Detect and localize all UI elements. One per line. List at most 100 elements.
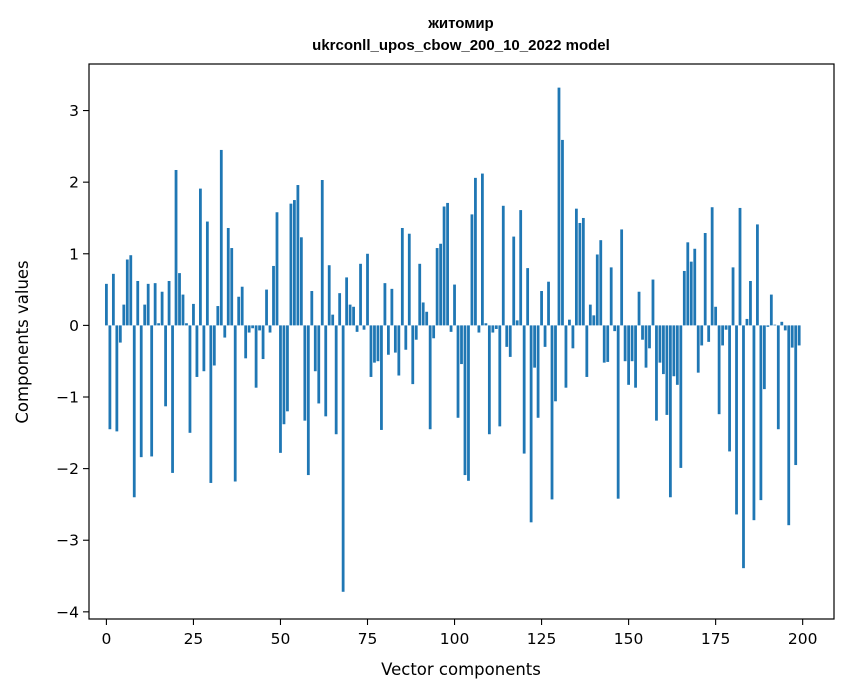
bar-93: [428, 325, 432, 430]
bar-24: [188, 325, 192, 433]
bar-34: [223, 325, 227, 338]
bar-160: [662, 325, 665, 375]
bar-163: [672, 325, 676, 377]
bar-82: [390, 288, 394, 326]
bar-196: [787, 325, 791, 526]
bar-111: [491, 325, 495, 333]
bar-30: [209, 325, 213, 483]
bar-13: [150, 325, 154, 457]
y-tick-label: 3: [69, 102, 79, 120]
bar-97: [442, 206, 446, 326]
bar-124: [536, 325, 540, 418]
bar-29: [205, 221, 209, 326]
bar-197: [790, 325, 794, 348]
bar-151: [630, 325, 634, 362]
bar-74: [362, 325, 366, 330]
bar-92: [425, 311, 429, 326]
bar-79: [380, 325, 383, 430]
bar-51: [282, 325, 286, 425]
bar-155: [644, 325, 648, 368]
bar-153: [637, 291, 641, 326]
bar-195: [783, 325, 787, 331]
bar-55: [296, 185, 300, 326]
bar-167: [686, 242, 690, 326]
bar-142: [599, 240, 603, 326]
bar-128: [550, 325, 554, 500]
bar-83: [393, 325, 397, 353]
bar-156: [648, 325, 651, 349]
bar-62: [320, 180, 324, 326]
bar-121: [526, 268, 530, 326]
bar-63: [324, 325, 328, 417]
bar-152: [634, 325, 637, 388]
bar-65: [331, 314, 335, 326]
y-tick-label: 2: [69, 174, 79, 192]
bar-33: [219, 149, 223, 326]
bar-120: [522, 325, 526, 454]
bar-161: [665, 325, 669, 415]
bar-87: [407, 233, 411, 326]
bar-170: [696, 325, 700, 373]
bar-21: [178, 273, 181, 326]
x-tick-label: 25: [184, 630, 204, 648]
bar-9: [136, 280, 140, 326]
bar-57: [303, 325, 307, 421]
bar-89: [414, 325, 418, 340]
x-tick-label: 175: [701, 630, 731, 648]
bar-17: [164, 325, 167, 407]
bar-164: [675, 325, 679, 385]
bar-132: [564, 325, 568, 388]
bar-53: [289, 203, 293, 326]
bar-28: [202, 325, 206, 372]
x-tick-label: 75: [358, 630, 378, 648]
bar-10: [139, 325, 143, 458]
y-tick-label: −4: [56, 603, 79, 621]
bar-149: [623, 325, 627, 362]
bar-115: [505, 325, 509, 347]
bar-67: [338, 293, 342, 326]
bar-75: [366, 253, 369, 326]
bar-138: [585, 325, 589, 377]
bar-95: [435, 248, 439, 326]
bar-77: [373, 325, 376, 363]
bar-2: [111, 273, 115, 326]
bar-64: [327, 265, 331, 326]
bar-15: [157, 323, 161, 326]
bar-119: [519, 210, 523, 326]
bar-46: [265, 289, 268, 326]
bar-35: [226, 227, 230, 326]
bar-31: [212, 325, 216, 366]
bar-69: [345, 277, 349, 326]
bar-7: [129, 255, 133, 326]
bar-165: [679, 325, 683, 468]
bar-117: [512, 236, 516, 326]
bar-94: [432, 325, 436, 339]
bar-122: [529, 325, 533, 523]
bar-80: [383, 283, 387, 326]
bar-146: [613, 325, 617, 332]
bar-103: [463, 325, 467, 476]
bar-193: [776, 325, 780, 430]
bar-140: [592, 315, 596, 326]
bar-171: [700, 325, 704, 346]
x-tick-label: 125: [527, 630, 557, 648]
bar-70: [348, 304, 352, 326]
bar-147: [616, 325, 620, 499]
bar-136: [578, 222, 582, 326]
bar-85: [400, 227, 404, 326]
x-tick-label: 0: [101, 630, 111, 648]
bar-22: [181, 294, 185, 326]
bar-4: [118, 325, 122, 343]
bar-126: [543, 325, 547, 347]
bar-56: [299, 237, 303, 326]
bar-144: [606, 325, 610, 362]
y-tick-label: 1: [69, 245, 79, 263]
bar-88: [411, 325, 415, 385]
bar-198: [794, 325, 798, 466]
bar-134: [571, 325, 575, 349]
bar-43: [254, 325, 258, 388]
bar-19: [171, 325, 174, 473]
bar-185: [749, 280, 752, 326]
bar-176: [717, 325, 721, 415]
